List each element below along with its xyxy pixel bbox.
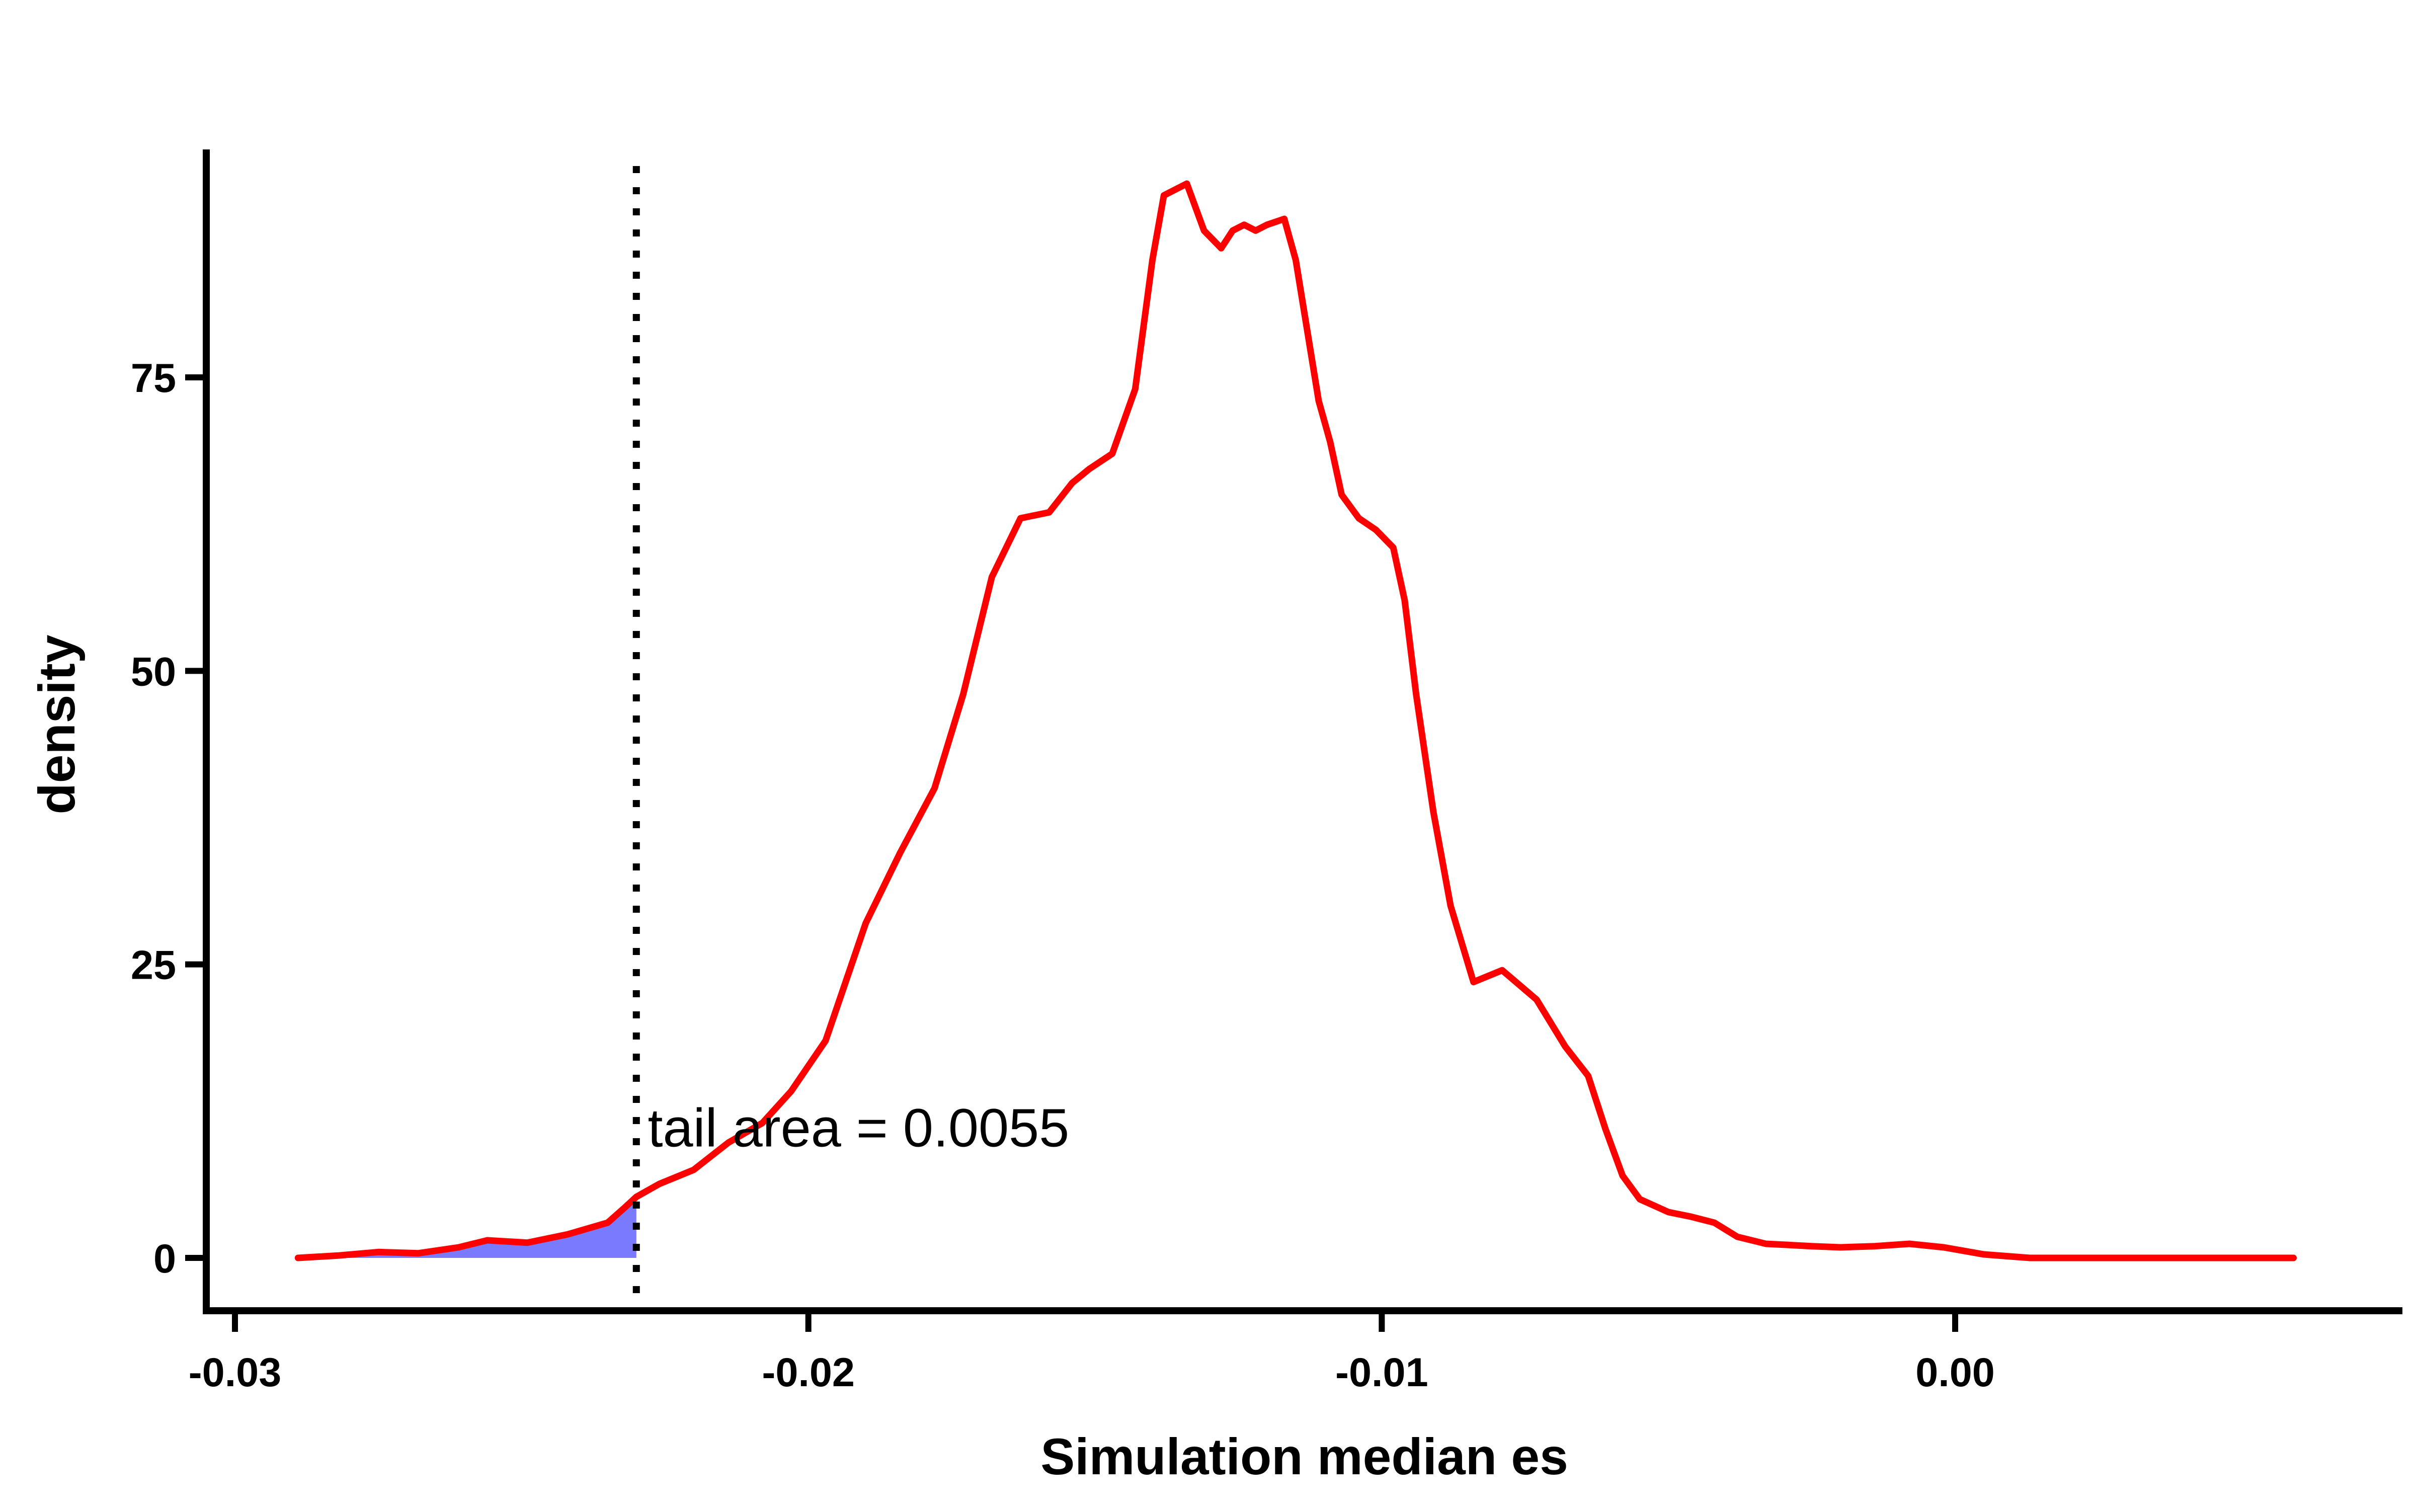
x-tick-label-0: -0.03 [189,1350,282,1395]
x-axis-title: Simulation median es [1040,1428,1568,1485]
y-tick-label-3: 75 [131,356,176,401]
x-tick-label-2: -0.01 [1335,1350,1428,1395]
y-axis-title: density [28,634,86,814]
x-tick-label-1: -0.02 [762,1350,855,1395]
y-tick-label-0: 0 [153,1236,176,1282]
tail-area-annotation: tail area = 0.0055 [648,1097,1070,1158]
x-tick-label-3: 0.00 [1915,1350,1995,1395]
tail-area-fill [298,1197,636,1258]
y-tick-label-1: 25 [131,943,176,988]
density-curve [294,180,2297,1261]
y-tick-label-2: 50 [131,649,176,694]
